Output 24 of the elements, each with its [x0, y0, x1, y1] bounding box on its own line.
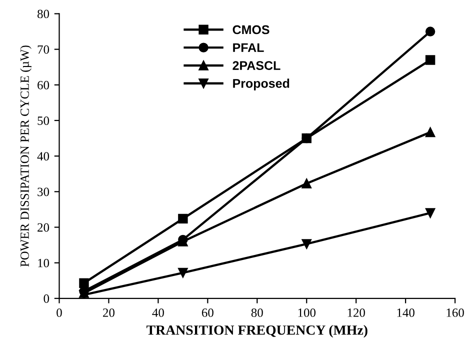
x-tick-label: 20 — [103, 308, 114, 317]
x-tick-label: 60 — [202, 308, 214, 317]
x-tick-label: 160 — [446, 308, 464, 317]
y-tick-label: 80 — [38, 10, 50, 18]
y-tick-label: 20 — [38, 223, 50, 232]
x-tick-label: 80 — [251, 308, 263, 317]
x-tick-label: 140 — [397, 308, 414, 317]
y-tick-label: 10 — [38, 258, 50, 268]
x-tick-label: 100 — [298, 308, 316, 317]
x-tick-label: 120 — [348, 308, 365, 317]
legend-label: PFAL — [233, 43, 264, 52]
x-tick-label: 0 — [56, 308, 62, 317]
y-tick-label: 40 — [37, 152, 50, 161]
y-tick-label: 30 — [38, 188, 50, 196]
legend-label: Proposed — [233, 78, 290, 90]
x-axis-title: TRANSITION FREQUENCY (MHz) — [146, 325, 368, 338]
y-tick-label: 70 — [38, 45, 50, 54]
legend-label: 2PASCL — [232, 61, 280, 70]
y-tick-label: 60 — [38, 80, 50, 90]
x-tick-label: 40 — [152, 308, 164, 317]
y-tick-label: 50 — [38, 116, 50, 125]
y-tick-label: 0 — [44, 294, 50, 303]
y-axis-title: POWER DISSIPATION PER CYCLE (µW) — [20, 46, 32, 267]
legend-label: CMOS — [232, 25, 270, 34]
